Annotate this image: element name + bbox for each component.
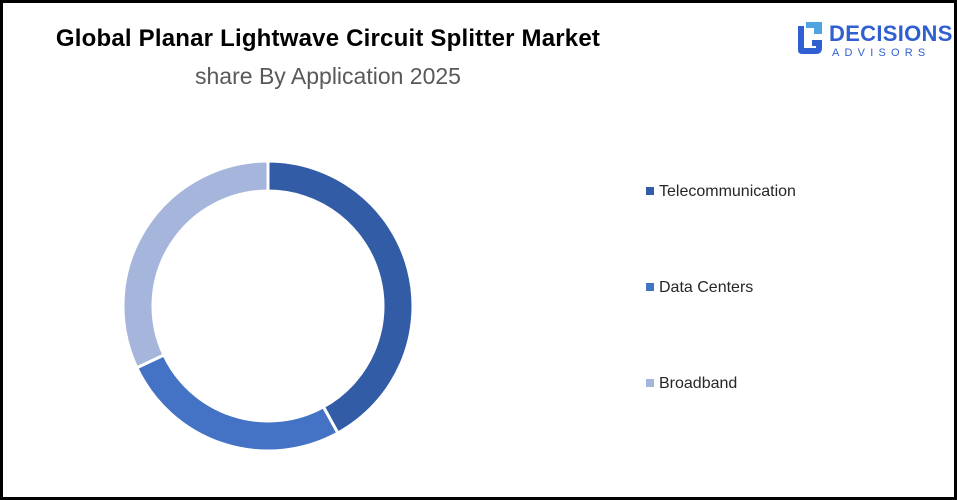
chart-subtitle: share By Application 2025 <box>195 63 461 89</box>
legend-label: Broadband <box>659 375 738 392</box>
legend-item-telecommunication: Telecommunication <box>646 181 796 203</box>
donut-slice-data-centers <box>134 352 340 453</box>
logo-subtext: ADVISORS <box>832 47 931 59</box>
legend-label: Telecommunication <box>659 183 796 200</box>
legend-swatch <box>646 282 654 291</box>
donut-chart <box>121 159 415 453</box>
legend-item-broadband: Broadband <box>646 373 737 395</box>
logo-wordmark: DECISIONS <box>829 21 953 46</box>
legend-item-data-centers: Data Centers <box>646 277 753 299</box>
logo-mark-icon <box>798 22 822 54</box>
donut-slice-telecommunication <box>266 159 415 436</box>
donut-slice-broadband <box>121 159 270 370</box>
legend-swatch <box>646 378 654 387</box>
chart-title: Global Planar Lightwave Circuit Splitter… <box>55 25 601 52</box>
company-logo: DECISIONS ADVISORS <box>794 20 952 64</box>
legend-label: Data Centers <box>659 279 754 296</box>
legend-swatch <box>646 186 654 195</box>
